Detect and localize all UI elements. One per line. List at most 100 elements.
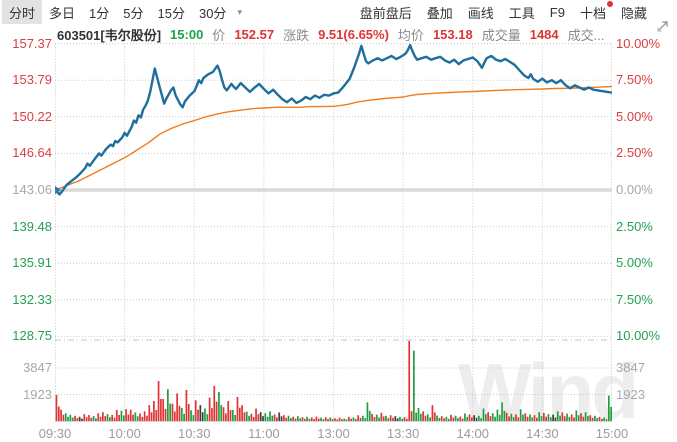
- volume-bar: [167, 389, 169, 421]
- volume-bar: [262, 416, 264, 421]
- volume-bar: [132, 414, 134, 421]
- volume-bar: [601, 418, 603, 421]
- volume-bar: [429, 417, 431, 421]
- volume-bar: [594, 415, 596, 421]
- volume-bar: [225, 413, 227, 421]
- volume-bar: [141, 416, 144, 421]
- volume-bar: [118, 414, 120, 421]
- volume-bar: [512, 417, 515, 421]
- time-axis-label: 14:30: [526, 426, 559, 441]
- tab-30分[interactable]: 30分: [198, 5, 227, 21]
- volume-bar: [250, 413, 253, 421]
- tab-多日[interactable]: 多日: [49, 5, 76, 21]
- volume-bar: [457, 418, 459, 421]
- volume-bar: [150, 412, 153, 421]
- volume-bar: [399, 416, 401, 421]
- volume-bar: [459, 416, 462, 421]
- tab-5分[interactable]: 5分: [123, 5, 144, 21]
- volume-bar: [522, 414, 524, 421]
- volume-bar: [236, 396, 239, 421]
- volume-bar: [401, 418, 404, 421]
- volume-bar: [69, 414, 72, 421]
- volume-axis-label-left: 1923: [23, 386, 52, 402]
- volume-bar: [447, 418, 450, 421]
- time-axis-label: 11:00: [248, 426, 280, 441]
- volume-bar: [378, 417, 380, 421]
- volume-bar: [480, 418, 483, 421]
- volume-bar: [387, 418, 390, 421]
- time-axis-label: 14:00: [456, 426, 490, 441]
- volume-bar: [501, 402, 503, 421]
- volume-bar: [252, 417, 255, 421]
- volume-bar: [67, 416, 69, 421]
- tab-分时[interactable]: 分时: [2, 0, 43, 24]
- volume-bar: [331, 419, 334, 421]
- volume-bar: [524, 413, 527, 421]
- volume-bar: [354, 419, 357, 421]
- volume-bar: [259, 412, 262, 421]
- volume-bar: [285, 417, 288, 421]
- volume-bar: [419, 413, 422, 421]
- toolbar-item-隐藏[interactable]: 隐藏: [620, 5, 647, 21]
- last-price: 152.57: [234, 26, 275, 42]
- volume-bar: [183, 413, 185, 421]
- volume-axis-label-left: 3847: [23, 360, 52, 375]
- volume-bar: [540, 416, 543, 421]
- volume-bar: [148, 405, 151, 421]
- toolbar-item-画线[interactable]: 画线: [467, 5, 494, 21]
- intraday-chart-canvas[interactable]: [55, 33, 612, 423]
- volume-bar: [299, 418, 301, 421]
- volume-bar: [452, 417, 455, 421]
- volume-bar: [278, 412, 281, 421]
- volume-bar: [348, 416, 350, 421]
- expand-icon[interactable]: [655, 18, 671, 34]
- volume-bar: [345, 419, 348, 421]
- volume-bar: [573, 417, 575, 421]
- tab-1分[interactable]: 1分: [89, 5, 110, 21]
- pct-axis-label: 0.00%: [616, 182, 653, 197]
- volume-bar: [106, 414, 109, 421]
- volume-bar: [343, 418, 346, 421]
- volume-bar: [413, 350, 415, 421]
- volume-bar: [313, 419, 315, 421]
- volume-bar: [208, 397, 211, 421]
- volume-bar: [417, 407, 420, 421]
- volume-bar: [471, 417, 473, 421]
- volume-bar: [88, 415, 90, 421]
- toolbar-item-盘前盘后[interactable]: 盘前盘后: [359, 5, 412, 21]
- stock-code-name[interactable]: 603501[韦尔股份]: [57, 27, 162, 43]
- volume-bar: [276, 417, 278, 421]
- time-axis-label: 10:30: [177, 426, 211, 441]
- volume-bar: [231, 409, 234, 421]
- volume-bar: [85, 417, 88, 421]
- volume-bar: [280, 416, 283, 421]
- volume-bar: [603, 417, 606, 421]
- volume-bar: [357, 415, 360, 421]
- volume-bar: [475, 417, 478, 421]
- volume-bar: [438, 417, 441, 421]
- prev-close-baseline: [55, 188, 612, 192]
- volume-bar: [197, 409, 199, 421]
- toolbar-item-工具[interactable]: 工具: [508, 5, 535, 21]
- volume-bar: [310, 417, 313, 421]
- volume-bar: [431, 405, 434, 421]
- price-axis-label: 143.06: [12, 182, 52, 197]
- volume-bar: [570, 414, 573, 421]
- quote-time: 15:00: [170, 26, 204, 42]
- tab-15分[interactable]: 15分: [157, 5, 185, 21]
- volume-bar: [71, 417, 74, 421]
- volume-bar: [201, 412, 204, 421]
- toolbar: 分时 多日 1分 5分 15分 30分 ▾ 盘前盘后 叠加 画线 工具 F9 十档 隐藏: [0, 0, 677, 24]
- time-axis-label: 15:00: [595, 426, 629, 441]
- volume-value: 1484: [529, 26, 559, 42]
- volume-bar: [122, 415, 125, 421]
- volume-bar: [580, 413, 582, 421]
- volume-bar: [352, 417, 355, 421]
- toolbar-item-十档[interactable]: 十档: [580, 0, 613, 22]
- volume-bar: [264, 413, 267, 421]
- chevron-down-icon[interactable]: ▾: [237, 6, 242, 17]
- volume-bar: [90, 417, 93, 421]
- volume-bar: [538, 412, 541, 421]
- toolbar-item-F9[interactable]: F9: [549, 4, 565, 20]
- toolbar-item-叠加[interactable]: 叠加: [426, 5, 453, 21]
